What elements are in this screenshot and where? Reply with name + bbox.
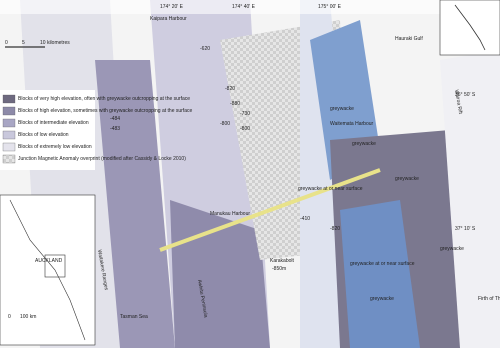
rock-label: greywacke at or near surface	[350, 261, 415, 267]
depth-label: -820	[225, 86, 235, 92]
coordinate-label: 174° 40' E	[232, 4, 256, 10]
legend-label: Blocks of intermediate elevation	[18, 120, 89, 126]
legend-swatch	[2, 130, 16, 140]
top-band	[0, 0, 500, 14]
rock-label: greywacke	[330, 106, 354, 112]
locator-map	[439, 0, 500, 56]
block-high	[95, 60, 175, 348]
locator-coast	[454, 4, 486, 51]
coordinate-label: 36° 50' S	[455, 92, 476, 98]
coastline	[9, 199, 86, 341]
legend-swatch	[2, 106, 16, 116]
rock-label: greywacke	[352, 141, 376, 147]
legend-label: Blocks of low elevation	[18, 132, 69, 138]
scale-label: 0	[8, 314, 11, 320]
depth-label: -880	[230, 101, 240, 107]
rock-label: greywacke	[395, 176, 419, 182]
inset-map	[0, 194, 96, 346]
sea	[440, 50, 500, 348]
place-label: Firth of Thames	[478, 296, 500, 302]
scale-label: 10 kilometres	[40, 40, 70, 46]
scale-label: 5	[22, 40, 25, 46]
profile-line	[159, 168, 381, 252]
city-label: AUCKLAND	[35, 258, 63, 264]
place-label: Hauraki Gulf	[395, 36, 423, 42]
legend-swatch	[2, 94, 16, 104]
legend-swatch	[2, 154, 16, 164]
depth-label: -800	[220, 121, 230, 127]
place-label: Karakabolt	[270, 258, 295, 264]
legend-swatch	[2, 142, 16, 152]
depth-label: -410	[300, 216, 310, 222]
depth-label: -483	[110, 126, 120, 132]
scale-label: 100 km	[20, 314, 36, 320]
place-label: Waitemata Harbour	[330, 121, 373, 127]
legend-label: Blocks of very high elevation, often wit…	[18, 96, 190, 102]
coordinate-label: 37° 10' S	[455, 226, 476, 232]
place-label: Tasman Sea	[120, 314, 148, 320]
inset-frame	[44, 254, 66, 278]
place-label: Wairoa Rift	[453, 89, 463, 115]
legend-label: Blocks of high elevation, sometimes with…	[18, 108, 192, 114]
coordinate-label: 174° 20' E	[160, 4, 184, 10]
rock-label: greywacke	[440, 246, 464, 252]
depth-label: -820	[330, 226, 340, 232]
depth-label: -800	[240, 126, 250, 132]
legend-swatch	[2, 118, 16, 128]
legend-label: Blocks of extremely low elevation	[18, 144, 92, 150]
place-label: Kaipara Harbour	[150, 16, 187, 22]
scale-label: 0	[5, 40, 8, 46]
depth-label: -484	[110, 116, 120, 122]
legend-box	[0, 90, 95, 170]
depth-label: -730	[240, 111, 250, 117]
block-blue	[340, 200, 420, 348]
coordinate-label: 175° 00' E	[318, 4, 342, 10]
place-label: -850m	[272, 266, 286, 272]
rock-label: greywacke	[370, 296, 394, 302]
place-label: Manukau Harbour	[210, 211, 250, 217]
legend-label: Junction Magnetic Anomaly overprint (mod…	[18, 156, 186, 162]
depth-label: -620	[200, 46, 210, 52]
rock-label: greywacke at or near surface	[298, 186, 363, 192]
